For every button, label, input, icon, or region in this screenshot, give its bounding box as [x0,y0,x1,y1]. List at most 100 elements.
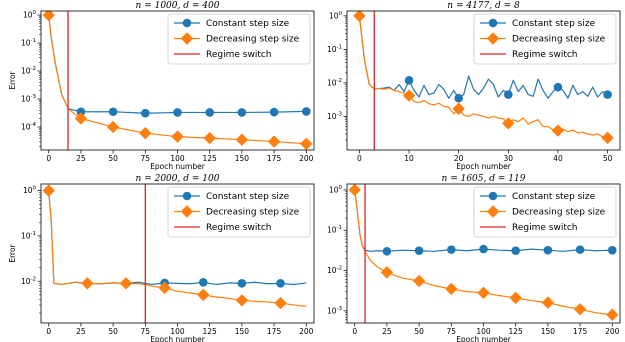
marker-decreasing [81,277,94,290]
legend-marker-constant [488,191,498,201]
marker-decreasing [541,296,555,309]
marker-decreasing [606,308,619,321]
x-tick-label: 20 [454,154,464,163]
marker-decreasing [158,281,171,294]
axes-frame [346,183,621,324]
marker-decreasing [203,131,216,145]
legend: Constant step size Decreasing step size Re… [473,13,617,65]
plot-area [353,11,614,150]
marker-constant [237,108,247,117]
x-tick-label: 175 [573,327,588,336]
marker-constant [504,90,513,99]
legend-label: Constant step size [206,192,290,202]
legend-marker-decreasing [180,205,194,218]
x-tick-label: 200 [299,154,314,163]
marker-decreasing [380,266,394,279]
marker-constant [404,75,414,85]
y-tick-label: 10-1 [21,38,36,48]
marker-decreasing [300,137,313,150]
marker-constant [141,108,150,118]
legend-marker-constant [182,191,192,201]
legend-marker-decreasing [486,32,500,45]
marker-decreasing [171,130,184,143]
legend-label: Regime switch [206,50,272,60]
marker-decreasing [551,124,565,137]
x-tick-label: 25 [382,327,392,336]
y-tick-label: 10-4 [21,122,37,132]
legend-box [473,186,617,238]
axes-frame [346,10,621,151]
legend-box [167,186,311,238]
x-tick-label: 75 [141,327,151,336]
legend-label: Constant step size [512,192,596,202]
y-tick-label: 10-2 [21,276,36,286]
marker-constant [173,108,182,117]
legend-label: Decreasing step size [206,35,300,45]
legend-label: Regime switch [512,50,578,60]
x-tick-label: 0 [352,327,357,336]
y-tick-label: 10-2 [21,66,36,76]
marker-constant [603,90,612,99]
subplot-3: n = 2000, d = 100 100 10-1 10-2 0 25 50 75 100 12… [8,174,315,342]
legend-marker-decreasing [180,32,194,45]
marker-constant [237,279,247,288]
marker-decreasing [106,120,120,134]
x-tick-label: 175 [267,154,282,163]
subplot-1: n = 1000, d = 400 100 10-1 10-2 10-3 10-4 0 25 5… [8,1,315,171]
x-tick-label: 100 [170,327,185,336]
x-tick-label: 50 [108,327,118,336]
marker-decreasing [235,133,249,146]
plot-area [42,11,313,150]
x-tick-label: 150 [235,154,250,163]
legend-label: Regime switch [512,223,578,233]
legend-label: Decreasing step size [512,35,606,45]
y-tick-label: 10-1 [327,225,342,235]
y-tick-label: 10-1 [21,231,36,241]
marker-decreasing [274,296,287,310]
legend-marker-decreasing [486,205,500,218]
x-tick-label: 125 [203,327,218,336]
axes-frame [40,10,315,151]
x-tick-label: 200 [299,327,314,336]
legend-marker-constant [182,18,192,28]
marker-decreasing [502,117,515,130]
x-tick-label: 25 [76,327,86,336]
y-tick-label: 10-3 [327,111,343,121]
y-tick-label: 100 [23,10,37,20]
marker-constant [269,107,279,117]
legend: Constant step size Decreasing step size Re… [473,186,617,238]
marker-decreasing [412,274,426,288]
subplot-4: n = 1605, d = 119 100 10-1 10-2 10-3 0 25 50 75 1… [327,174,621,342]
legend-label: Decreasing step size [206,208,300,218]
marker-decreasing [235,294,249,307]
x-tick-label: 0 [46,327,51,336]
x-axis-label: Epoch number [456,335,512,342]
chart-title: n = 1000, d = 400 [136,1,220,11]
y-tick-label: 10-3 [327,306,343,316]
x-tick-label: 40 [553,154,563,163]
marker-decreasing [197,288,210,302]
y-tick-label: 100 [329,11,343,21]
subplot-2: n = 4177, d = 8 100 10-1 10-2 10-3 0 10 20 30 40 5… [327,1,621,171]
x-axis-label: Epoch number [456,162,512,171]
marker-decreasing [573,302,587,316]
marker-decreasing [452,102,465,115]
marker-decreasing [445,282,458,296]
x-axis-label: Epoch number [150,335,206,342]
marker-constant [414,246,424,256]
marker-decreasing [477,286,490,300]
marker-constant [205,108,214,117]
y-tick-label: 100 [23,186,37,196]
y-tick-label: 10-3 [21,94,37,104]
x-tick-label: 100 [170,154,185,163]
marker-decreasing [348,184,361,197]
y-tick-label: 10-1 [327,44,342,54]
x-tick-label: 100 [476,327,491,336]
marker-decreasing [353,11,366,23]
marker-decreasing [42,11,55,22]
x-tick-label: 75 [141,154,151,163]
marker-constant [301,107,311,116]
axes-frame [40,183,315,324]
marker-constant [479,244,488,254]
series-line-constant [358,15,608,99]
